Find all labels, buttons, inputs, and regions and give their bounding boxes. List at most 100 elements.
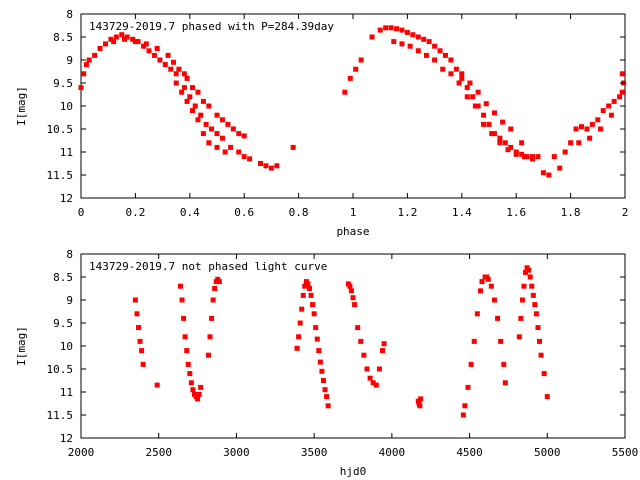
unphased-data-point — [187, 371, 193, 377]
phased-data-point — [102, 41, 108, 47]
unphased-data-point — [188, 380, 194, 386]
unphased-data-point — [417, 403, 423, 409]
unphased-data-point — [297, 320, 303, 326]
phased-data-point — [611, 98, 617, 104]
unphased-data-point — [474, 311, 480, 317]
phased-data-point — [377, 27, 383, 33]
phased-data-point — [206, 140, 212, 146]
phased-data-point — [86, 57, 92, 63]
unphased-data-point — [538, 352, 544, 358]
unphased-data-point — [313, 325, 319, 331]
phased-y-ticks: 8 8.5 9 9.5 10 10.5 11 11.5 12 — [47, 8, 625, 205]
unphased-data-point — [209, 315, 215, 321]
unphased-x-tick-label: 5000 — [534, 446, 561, 459]
phased-data-point — [241, 154, 247, 160]
phased-data-point — [154, 46, 160, 51]
unphased-x-label: hjd0 — [340, 465, 367, 478]
unphased-data-point — [544, 394, 550, 400]
phased-data-point — [165, 52, 171, 58]
unphased-plot-frame — [80, 253, 626, 439]
phased-data-point — [442, 52, 448, 58]
phased-y-tick-label: 10.5 — [47, 123, 74, 136]
unphased-data-point — [308, 292, 314, 298]
phased-x-tick-label: 0.6 — [234, 206, 254, 219]
phased-data-point — [247, 156, 253, 162]
phased-data-point — [132, 39, 138, 45]
phased-data-point — [459, 75, 465, 81]
phased-data-point — [410, 32, 416, 38]
unphased-data-point — [350, 295, 356, 301]
phased-data-point — [415, 48, 421, 54]
unphased-data-point — [190, 387, 196, 393]
phased-y-tick-label: 11 — [60, 146, 73, 159]
phased-y-tick-label: 10 — [60, 100, 73, 113]
unphased-data-point — [537, 338, 543, 344]
phased-data-point — [505, 147, 511, 153]
unphased-data-point — [198, 384, 204, 390]
phased-data-point — [219, 117, 225, 123]
phased-y-tick-label: 9 — [66, 54, 73, 67]
unphased-data-point — [491, 297, 497, 303]
unphased-data-point — [196, 391, 202, 397]
phased-data-point — [184, 75, 190, 81]
unphased-data-point — [367, 375, 373, 381]
phased-data-point — [143, 41, 149, 47]
unphased-y-tick-label: 10.5 — [47, 363, 74, 376]
unphased-y-tick-label: 9.5 — [53, 317, 73, 330]
unphased-data-point — [296, 334, 302, 340]
unphased-data-point — [300, 292, 306, 298]
phased-data-point — [236, 149, 242, 155]
phased-data-point — [530, 156, 536, 162]
phased-data-point — [190, 85, 196, 91]
phased-data-point — [258, 161, 264, 166]
phased-data-point — [472, 103, 478, 109]
unphased-data-point — [324, 394, 330, 400]
phased-data-point — [209, 126, 215, 132]
phased-data-point — [491, 110, 497, 116]
phased-data-point — [576, 140, 582, 146]
phased-data-point — [404, 29, 410, 35]
phased-data-point — [483, 101, 489, 107]
unphased-data-point — [521, 283, 527, 289]
phased-data-point — [290, 144, 296, 150]
phased-data-point — [200, 131, 206, 137]
phased-data-point — [206, 103, 212, 109]
phased-data-point — [535, 154, 541, 160]
phased-x-tick-label: 1.2 — [397, 206, 417, 219]
phased-data-point — [598, 126, 604, 132]
phased-data-point — [497, 140, 503, 146]
phased-data-point — [176, 66, 182, 72]
phased-data-point — [198, 112, 204, 118]
unphased-x-tick-label: 2000 — [68, 446, 95, 459]
unphased-y-tick-label: 8.5 — [53, 271, 73, 284]
unphased-data-point — [381, 341, 387, 347]
phased-data-point — [568, 140, 574, 146]
unphased-data-point — [527, 274, 533, 280]
phased-y-tick-label: 8.5 — [53, 31, 73, 44]
phased-data-point — [83, 62, 89, 68]
phased-x-tick-label: 0.8 — [289, 206, 309, 219]
unphased-data-point — [495, 315, 501, 321]
unphased-x-tick-label: 4000 — [379, 446, 406, 459]
unphased-y-tick-label: 11.5 — [47, 409, 74, 422]
unphased-data-point — [179, 297, 185, 303]
unphased-data-point — [294, 345, 300, 351]
phased-data-point — [241, 133, 247, 139]
unphased-data-point — [181, 315, 187, 321]
unphased-data-point — [380, 348, 386, 354]
unphased-data-point — [541, 371, 547, 377]
phased-data-point — [230, 126, 236, 132]
unphased-data-point — [320, 378, 326, 383]
phased-data-point — [195, 117, 201, 123]
unphased-data-point — [154, 382, 160, 388]
unphased-data-point — [132, 297, 138, 303]
phased-data-point — [440, 66, 446, 72]
phased-data-point — [274, 163, 280, 169]
unphased-data-point — [207, 334, 213, 340]
unphased-y-tick-label: 10 — [60, 340, 73, 353]
phased-data-point — [219, 135, 225, 141]
unphased-data-point — [195, 396, 201, 402]
phased-y-tick-label: 8 — [66, 8, 73, 21]
unphased-data-point — [305, 281, 311, 287]
